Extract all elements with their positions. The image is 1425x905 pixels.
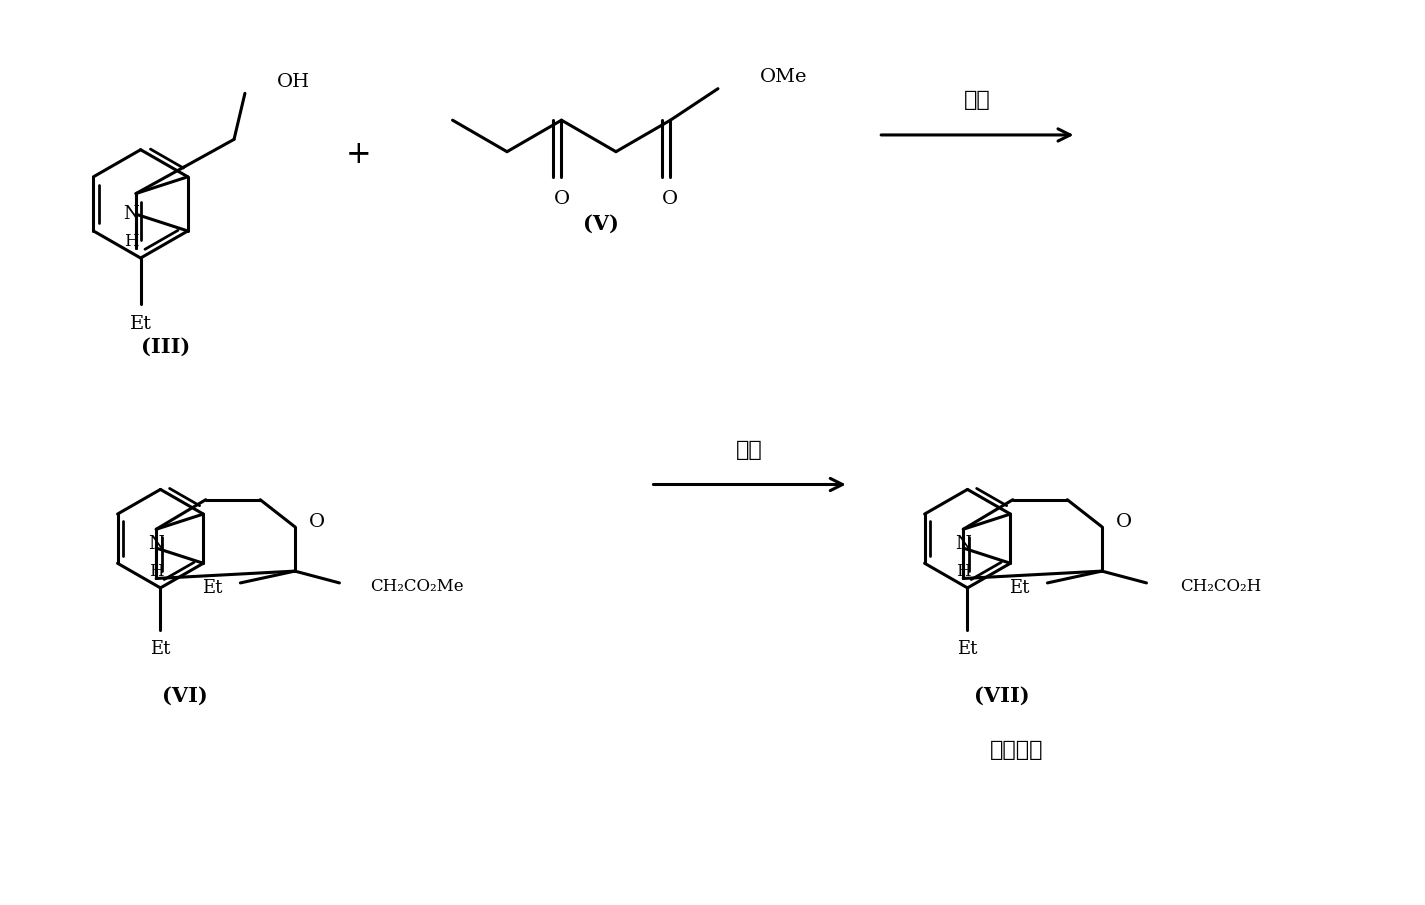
Text: H: H bbox=[148, 563, 164, 580]
Text: Et: Et bbox=[130, 315, 151, 333]
Text: 水解: 水解 bbox=[737, 440, 762, 460]
Text: OMe: OMe bbox=[760, 68, 807, 86]
Text: Et: Et bbox=[958, 641, 978, 659]
Text: OH: OH bbox=[276, 72, 309, 91]
Text: O: O bbox=[1116, 513, 1131, 531]
Text: H: H bbox=[956, 563, 970, 580]
Text: +: + bbox=[346, 139, 372, 170]
Text: Et: Et bbox=[202, 579, 222, 596]
Text: 依托度酸: 依托度酸 bbox=[990, 740, 1043, 760]
Text: O: O bbox=[663, 190, 678, 208]
Text: (III): (III) bbox=[141, 337, 190, 357]
Text: (VI): (VI) bbox=[162, 686, 208, 706]
Text: (VII): (VII) bbox=[975, 686, 1030, 706]
Text: O: O bbox=[309, 513, 325, 531]
Text: N: N bbox=[148, 535, 164, 553]
Text: CH₂CO₂H: CH₂CO₂H bbox=[1180, 578, 1261, 595]
Text: CH₂CO₂Me: CH₂CO₂Me bbox=[370, 578, 463, 595]
Text: N: N bbox=[955, 535, 972, 553]
Text: (V): (V) bbox=[583, 214, 618, 233]
Text: O: O bbox=[553, 190, 570, 208]
Text: H: H bbox=[124, 233, 138, 251]
Text: N: N bbox=[123, 205, 138, 224]
Text: Et: Et bbox=[150, 641, 171, 659]
Text: Et: Et bbox=[1009, 579, 1030, 596]
Text: 环合: 环合 bbox=[965, 90, 990, 110]
